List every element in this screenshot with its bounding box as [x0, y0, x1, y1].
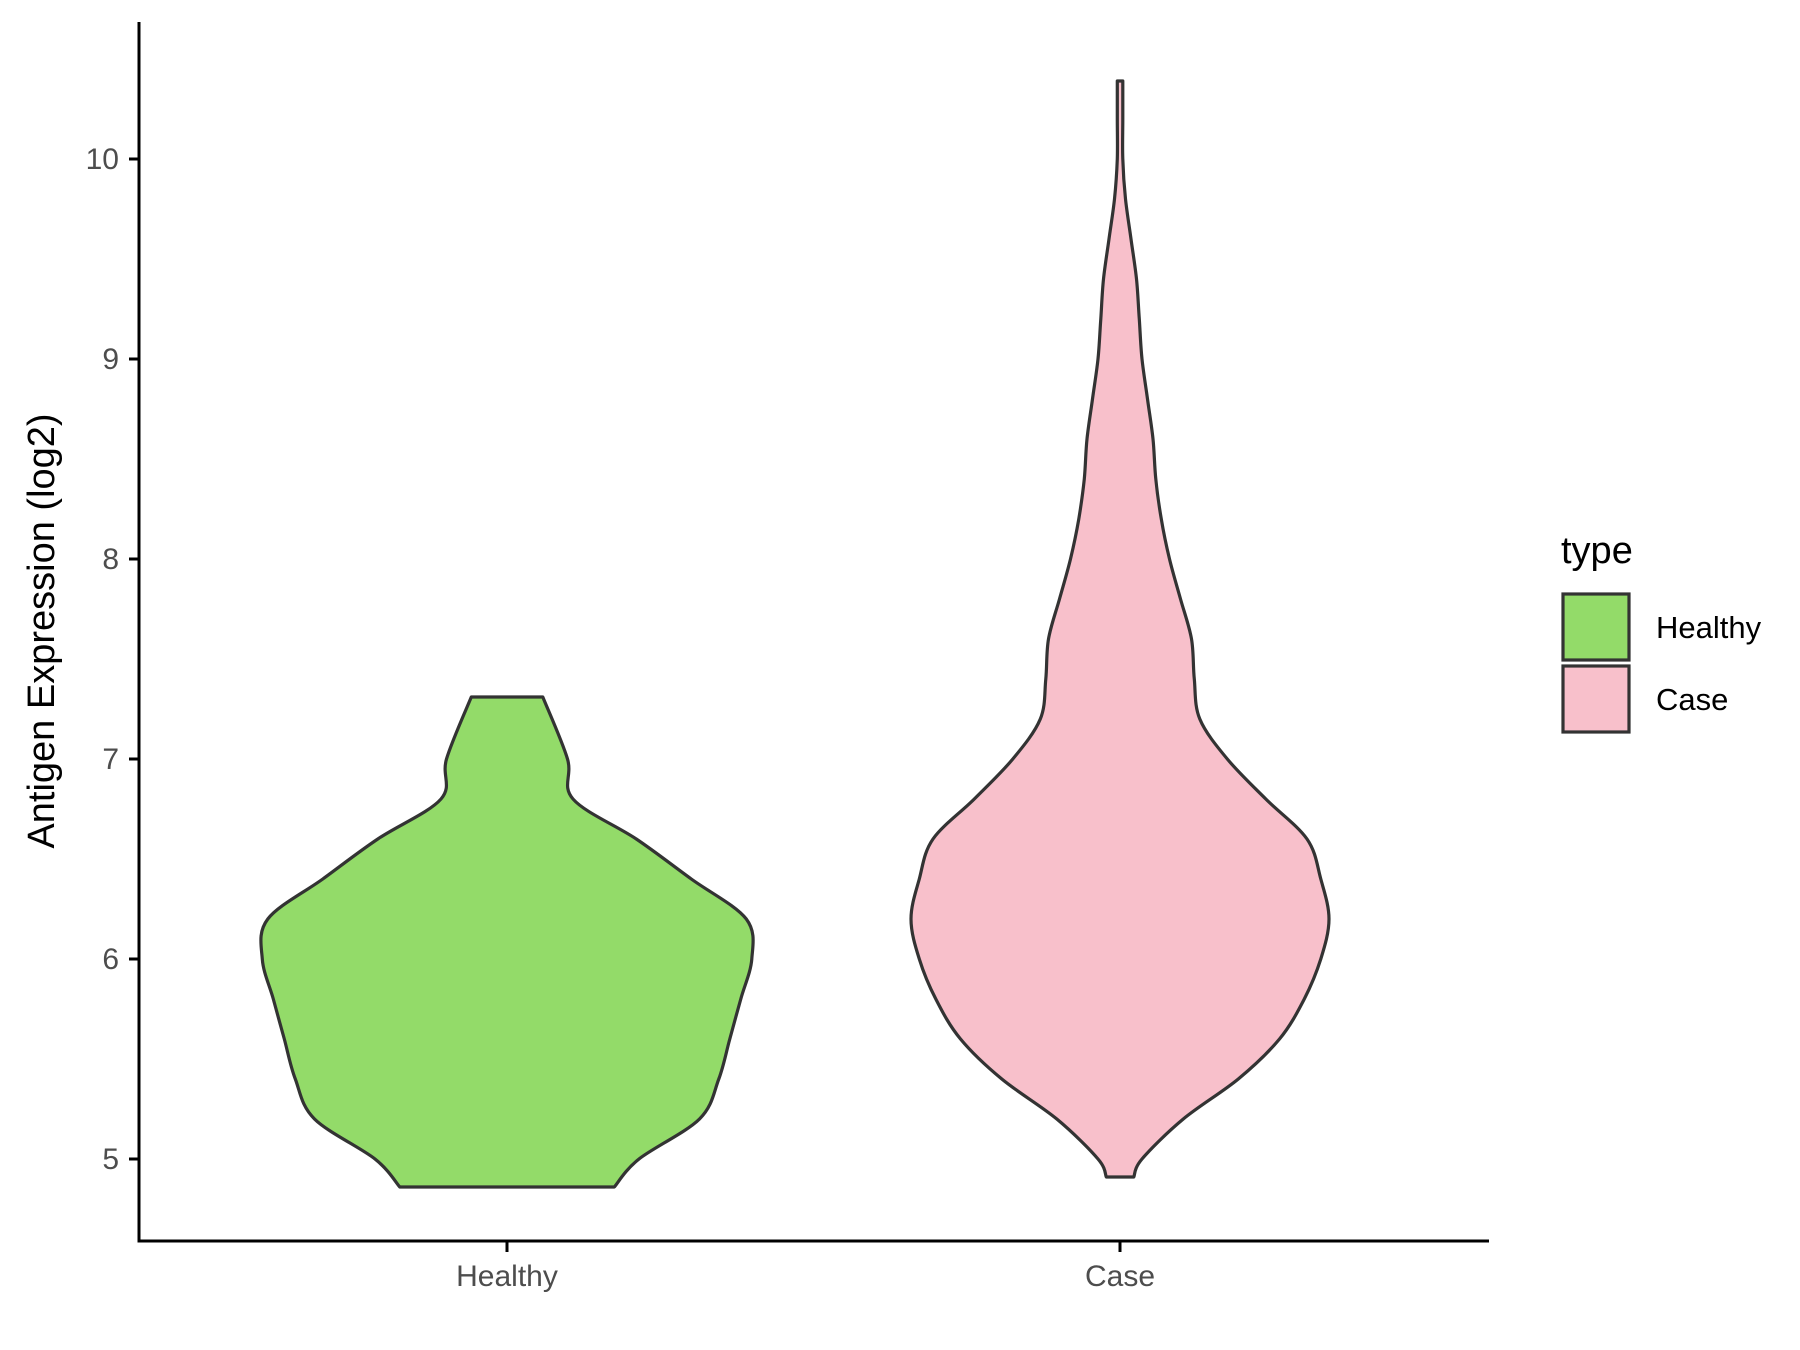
legend-label-case: Case — [1656, 682, 1728, 717]
x-tick-label-healthy: Healthy — [456, 1260, 558, 1293]
y-axis-title: Antigen Expression (log2) — [21, 413, 63, 848]
legend: type Healthy Case — [1561, 530, 1762, 734]
y-tick-label: 8 — [102, 543, 119, 576]
y-tick-label: 7 — [102, 743, 119, 776]
violin-case — [909, 79, 1331, 1179]
legend-label-healthy: Healthy — [1656, 610, 1762, 645]
axes — [137, 22, 1489, 1243]
y-tick-label: 5 — [102, 1143, 119, 1176]
legend-entries: Healthy Case — [1561, 592, 1762, 734]
x-ticks: Healthy Case — [456, 1241, 1155, 1293]
violin-layer — [259, 79, 1331, 1189]
y-tick-label: 10 — [86, 143, 119, 176]
legend-swatch-case — [1561, 664, 1631, 734]
y-tick-label: 6 — [102, 943, 119, 976]
violin-healthy — [259, 695, 755, 1189]
legend-title: type — [1561, 530, 1633, 572]
y-ticks: 5 6 7 8 9 10 — [86, 143, 139, 1176]
legend-swatch-healthy — [1561, 592, 1631, 662]
x-tick-label-case: Case — [1085, 1260, 1155, 1293]
y-tick-label: 9 — [102, 343, 119, 376]
